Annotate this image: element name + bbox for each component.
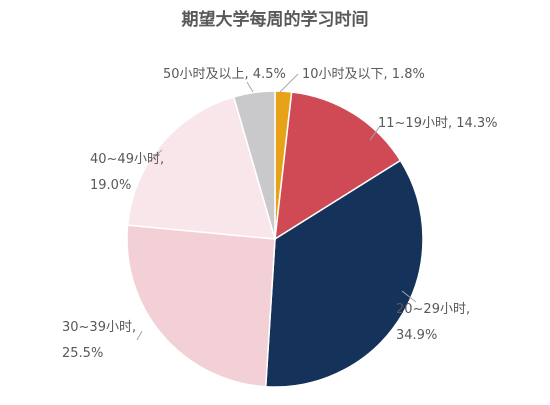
pie-slice-4 [126,224,276,388]
slice-label-6: 50小时及以上, 4.5% [163,67,286,82]
pie-slice-3 [264,159,424,388]
leader-line-2 [369,125,381,141]
pie-slice-5 [126,95,277,240]
slice-label-2: 11~19小时, 14.3% [378,116,498,131]
leader-lines [136,73,417,341]
pie-slices [126,90,424,388]
slice-label-4: 30~39小时, 25.5% [62,320,136,361]
slice-label-1: 10小时及以下, 1.8% [302,67,425,82]
leader-line-4 [136,330,143,341]
slice-label-5: 40~49小时, 19.0% [90,152,164,193]
leader-line-3 [401,290,417,303]
chart-title: 期望大学每周的学习时间 [182,9,369,30]
leader-line-1 [279,73,299,93]
slice-labels: 10小时及以下, 1.8% 11~19小时, 14.3% 20~29小时, 34.9%… [62,67,498,361]
slice-label-3: 20~29小时, 34.9% [396,302,470,343]
leader-line-5 [149,149,163,162]
pie-slice-2 [274,91,402,241]
leader-line-6 [246,81,254,93]
pie-slice-6 [232,90,276,240]
